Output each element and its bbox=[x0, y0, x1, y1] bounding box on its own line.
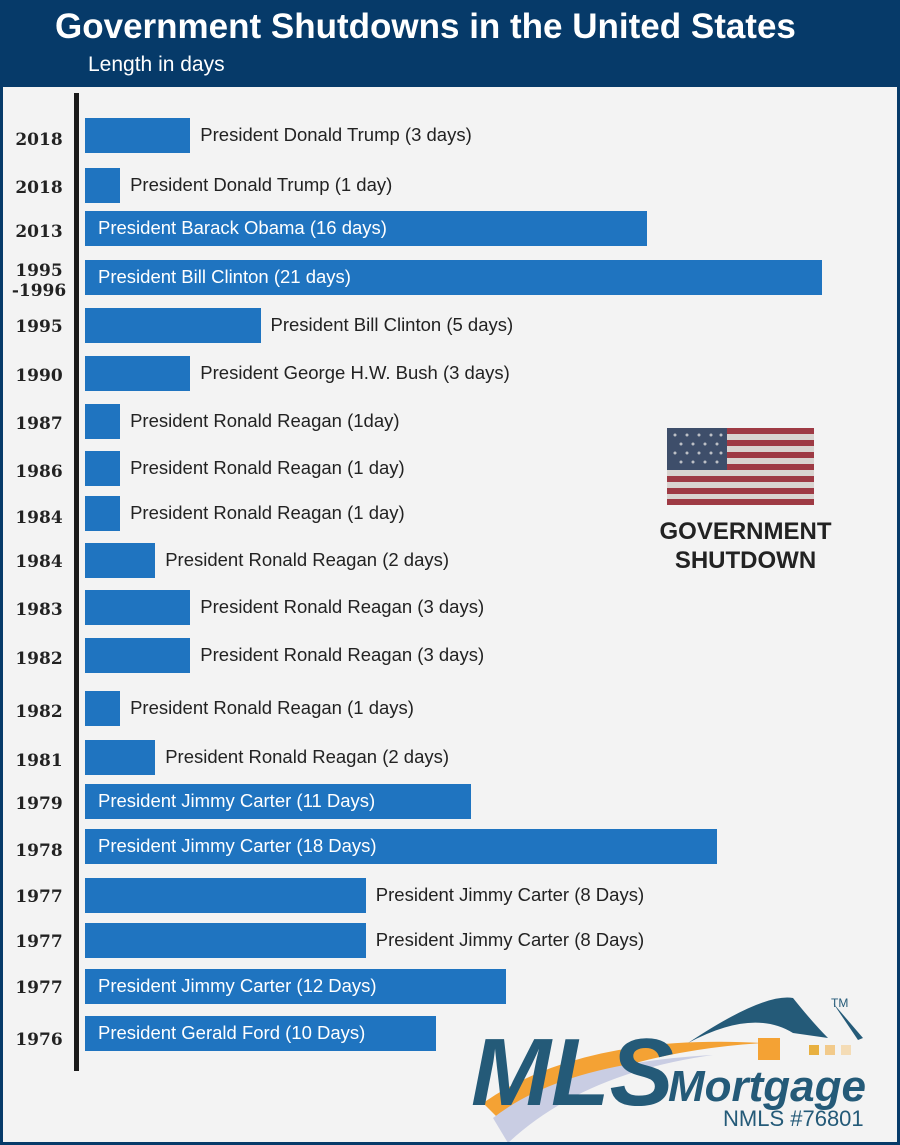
year-tick-label: 1987 bbox=[15, 414, 63, 434]
year-tick-label: 1977 bbox=[15, 887, 63, 907]
year-tick-label: 2013 bbox=[15, 222, 63, 242]
year-tick-label: 1983 bbox=[15, 600, 63, 620]
year-tick-label: 1984 bbox=[15, 508, 63, 528]
logo-word: Mortgage bbox=[668, 1062, 866, 1111]
mls-mortgage-logo: MLS Mortgage TM bbox=[471, 996, 866, 1142]
bar bbox=[85, 211, 647, 246]
bar bbox=[85, 740, 156, 775]
bar bbox=[85, 878, 366, 913]
bar-label: President Barack Obama (16 days) bbox=[98, 217, 387, 238]
year-tick-label: 2018 bbox=[15, 130, 63, 150]
year-tick-label: 1978 bbox=[15, 841, 63, 861]
bar bbox=[85, 260, 823, 295]
bar-label: President Ronald Reagan (2 days) bbox=[165, 549, 450, 570]
bar-label: President Jimmy Carter (8 Days) bbox=[375, 929, 645, 950]
bar bbox=[85, 638, 191, 673]
bar-label: President Bill Clinton (5 days) bbox=[270, 314, 514, 335]
bar-label: President Ronald Reagan (1 days) bbox=[130, 697, 414, 718]
bar-label: President Donald Trump (1 day) bbox=[130, 174, 393, 195]
chart-subtitle: Length in days bbox=[88, 53, 225, 76]
bar bbox=[85, 451, 121, 486]
bar bbox=[85, 691, 121, 726]
bar bbox=[85, 969, 507, 1004]
year-tick-label: 1995 -1996 bbox=[11, 261, 67, 301]
year-tick-label: 1981 bbox=[15, 751, 63, 771]
bar bbox=[85, 356, 191, 391]
bar-label: President Gerald Ford (10 Days) bbox=[98, 1022, 366, 1043]
bar-label: President Ronald Reagan (3 days) bbox=[200, 644, 485, 665]
year-tick-label: 1982 bbox=[15, 702, 63, 722]
nmls-number: NMLS #76801 bbox=[723, 1106, 864, 1131]
bar-label: President Ronald Reagan (2 days) bbox=[165, 746, 450, 767]
bar-label: President Ronald Reagan (1day) bbox=[130, 410, 400, 431]
bar bbox=[85, 590, 191, 625]
bar bbox=[85, 118, 191, 153]
bar-label: President Jimmy Carter (11 Days) bbox=[98, 790, 376, 811]
year-tick-label: 1984 bbox=[15, 552, 63, 572]
bar bbox=[85, 496, 121, 531]
bar-label: President Jimmy Carter (18 Days) bbox=[98, 835, 377, 856]
bar-label: President Jimmy Carter (8 Days) bbox=[375, 884, 645, 905]
bar bbox=[85, 1016, 436, 1051]
year-tick-label: 1977 bbox=[15, 932, 63, 952]
year-tick-label: 1990 bbox=[15, 366, 63, 386]
shutdown-badge: GOVERNMENT SHUTDOWN bbox=[643, 517, 848, 575]
bar bbox=[85, 308, 261, 343]
year-tick-label: 1979 bbox=[15, 794, 63, 814]
logo-tm: TM bbox=[831, 996, 848, 1010]
bar-label: President Ronald Reagan (3 days) bbox=[200, 596, 485, 617]
bar bbox=[85, 829, 717, 864]
bar-label: President Donald Trump (3 days) bbox=[200, 124, 472, 145]
bar-label: President Jimmy Carter (12 Days) bbox=[98, 975, 377, 996]
us-flag-icon bbox=[667, 428, 814, 505]
bar-label: President Bill Clinton (21 days) bbox=[98, 266, 351, 287]
bar bbox=[85, 784, 472, 819]
y-axis-line bbox=[74, 93, 79, 1071]
badge-line-2: SHUTDOWN bbox=[674, 547, 817, 574]
badge-line-1: GOVERNMENT bbox=[659, 518, 832, 545]
year-tick-label: 1986 bbox=[15, 462, 63, 482]
chart-title: Government Shutdowns in the United State… bbox=[55, 7, 796, 46]
bar-label: President Ronald Reagan (1 day) bbox=[130, 457, 405, 478]
bar-label: President Ronald Reagan (1 day) bbox=[130, 502, 405, 523]
bar-label: President George H.W. Bush (3 days) bbox=[200, 362, 510, 383]
year-tick-label: 2018 bbox=[15, 178, 63, 198]
logo-brand: MLS bbox=[471, 1019, 674, 1126]
bar bbox=[85, 543, 156, 578]
header: Government Shutdowns in the United State… bbox=[3, 3, 897, 87]
bar bbox=[85, 404, 121, 439]
year-tick-label: 1976 bbox=[15, 1030, 63, 1050]
bar bbox=[85, 923, 366, 958]
bar bbox=[85, 168, 121, 203]
year-tick-label: 1977 bbox=[15, 978, 63, 998]
year-tick-label: 1982 bbox=[15, 649, 63, 669]
year-tick-label: 1995 bbox=[15, 317, 63, 337]
